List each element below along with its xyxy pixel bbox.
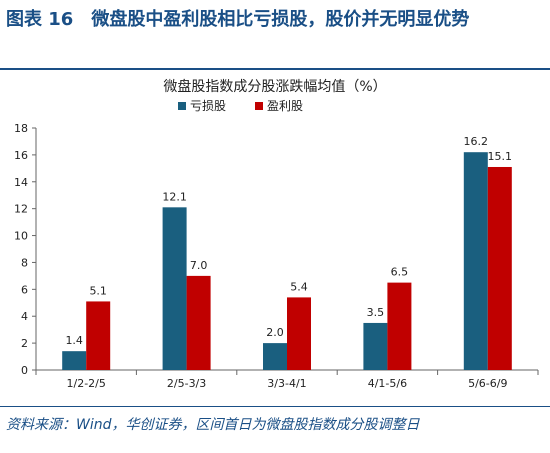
bottom-rule xyxy=(0,406,550,407)
legend-swatch xyxy=(178,102,186,110)
bar-value-label: 5.1 xyxy=(89,284,107,297)
legend-label: 盈利股 xyxy=(267,99,303,113)
bar-value-label: 3.5 xyxy=(367,306,385,319)
bar-loss xyxy=(363,322,388,370)
bar-loss xyxy=(62,351,87,370)
bar-profit xyxy=(287,297,311,370)
chart-title: 微盘股指数成分股涨跌幅均值（%） xyxy=(163,79,387,95)
y-tick-label: 16 xyxy=(14,149,28,162)
x-tick-label: 1/2-2/5 xyxy=(67,377,106,390)
x-tick-label: 2/5-3/3 xyxy=(167,377,206,390)
bar-loss xyxy=(162,207,187,370)
bar-loss xyxy=(263,343,287,370)
source-note: 资料来源：Wind，华创证券，区间首日为微盘股指数成分股调整日 xyxy=(6,417,420,433)
x-tick-label: 5/6-6/9 xyxy=(468,377,507,390)
bar-value-label: 7.0 xyxy=(190,259,208,272)
bar-chart: 亏损股 盈利股 0 2 4 6 8 10 12 14 16 18 1/2-2/5 2/5-3/3 3/3-… xyxy=(14,99,539,390)
y-tick-label: 14 xyxy=(14,176,28,189)
bar-value-label: 16.2 xyxy=(464,135,489,148)
y-tick-label: 2 xyxy=(21,337,28,350)
bar-profit xyxy=(487,166,512,370)
y-tick-label: 18 xyxy=(14,122,28,135)
bar-value-label: 2.0 xyxy=(266,326,284,339)
y-tick-label: 4 xyxy=(21,310,28,323)
bar-value-label: 15.1 xyxy=(488,150,513,163)
bar-loss xyxy=(463,152,488,370)
x-tick-label: 3/3-4/1 xyxy=(267,377,306,390)
legend: 亏损股 盈利股 xyxy=(178,99,303,113)
axes: 0 2 4 6 8 10 12 14 16 18 1/2-2/5 2/5-3/3 3/3-4/1 4/1-… xyxy=(14,122,539,390)
y-tick-label: 0 xyxy=(21,364,28,377)
y-tick-label: 12 xyxy=(14,203,28,216)
bar-profit xyxy=(387,282,412,370)
bar-value-label: 6.5 xyxy=(391,266,409,279)
y-tick-label: 8 xyxy=(21,256,28,269)
bars xyxy=(62,152,512,370)
x-tick-label: 4/1-5/6 xyxy=(368,377,407,390)
bar-value-label: 12.1 xyxy=(162,190,187,203)
legend-label: 亏损股 xyxy=(190,99,226,113)
bar-value-label: 5.4 xyxy=(290,280,308,293)
bar-profit xyxy=(186,275,211,370)
legend-swatch xyxy=(255,102,263,110)
data-labels: 1.4 5.1 12.1 7.0 2.0 5.4 3.5 6.5 16.2 15.1 xyxy=(65,135,512,347)
bar-value-label: 1.4 xyxy=(65,334,83,347)
bar-profit xyxy=(86,301,111,370)
y-tick-label: 10 xyxy=(14,230,28,243)
top-rule xyxy=(0,68,550,70)
y-tick-label: 6 xyxy=(21,283,28,296)
figure-title: 图表 16 微盘股中盈利股相比亏损股，股价并无明显优势 xyxy=(6,9,470,30)
